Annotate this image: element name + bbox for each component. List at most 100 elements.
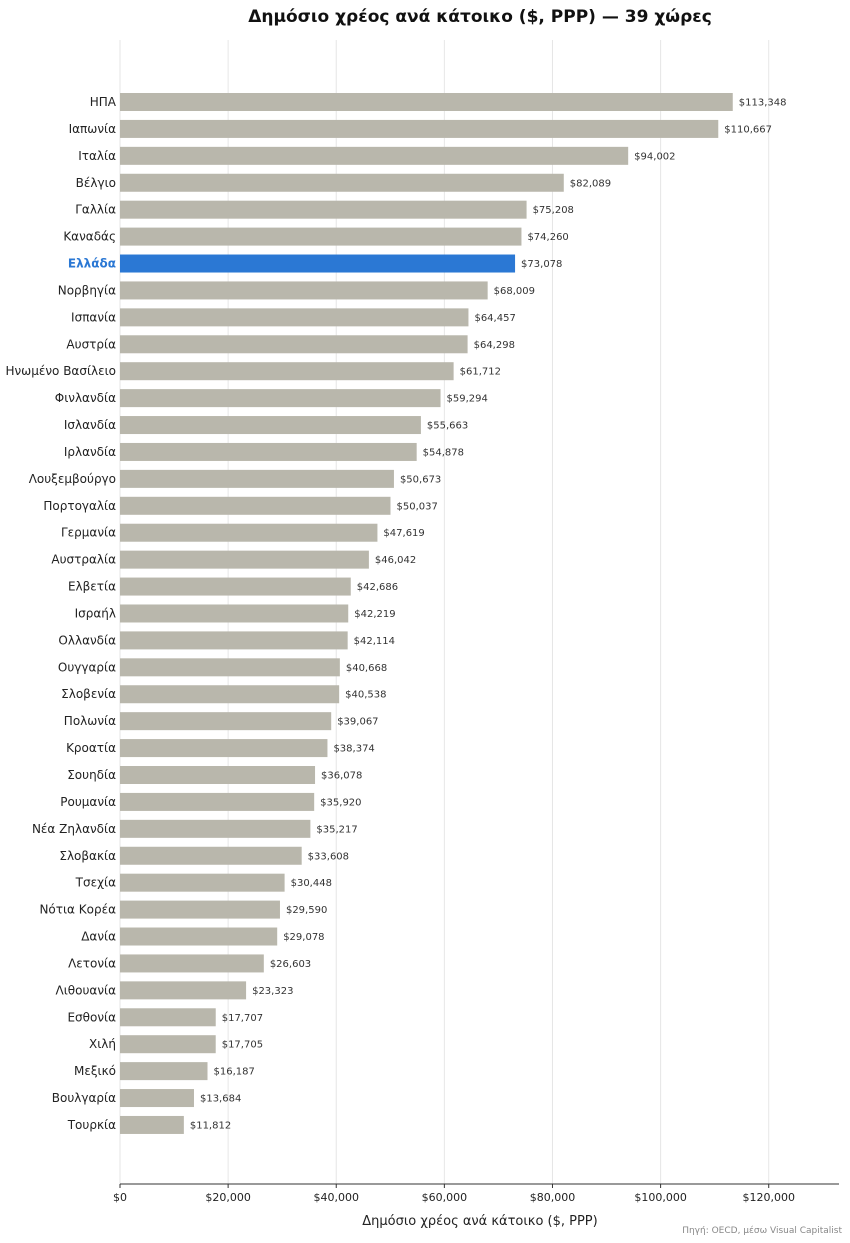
category-label: Τουρκία (67, 1118, 116, 1132)
category-label: Καναδάς (63, 230, 116, 244)
x-tick-label: $60,000 (422, 1191, 468, 1204)
value-label: $59,294 (447, 394, 488, 405)
bar (120, 146, 629, 165)
bar (120, 1115, 184, 1134)
value-label: $16,187 (214, 1067, 255, 1078)
category-label: Δανία (81, 930, 116, 944)
x-axis-label: Δημόσιο χρέος ανά κάτοικο ($, PPP) (362, 1214, 597, 1229)
bar-highlight (120, 254, 516, 273)
bar (120, 766, 316, 784)
category-label: Ιαπωνία (69, 122, 116, 136)
bar (120, 308, 469, 327)
category-label: Αυστρία (66, 337, 116, 351)
value-label: $64,298 (474, 340, 515, 351)
category-label: Ιρλανδία (64, 445, 116, 459)
x-tick-label: $20,000 (205, 1191, 251, 1204)
value-label: $33,608 (308, 851, 349, 862)
value-label: $64,457 (474, 313, 515, 324)
bar (120, 1089, 194, 1108)
value-label: $42,114 (354, 636, 395, 647)
bar (120, 873, 285, 892)
bar (120, 658, 340, 677)
category-label: Ηνωμένο Βασίλειο (5, 364, 116, 378)
value-label: $23,323 (252, 986, 293, 997)
category-label: Ελλάδα (68, 257, 116, 271)
bar (120, 819, 311, 838)
bar (120, 1062, 208, 1081)
category-label: Λουξεμβούργο (29, 472, 116, 486)
value-label: $75,208 (533, 205, 574, 216)
value-label: $50,037 (397, 501, 438, 512)
value-label: $94,002 (634, 151, 675, 162)
category-label: Σλοβακία (59, 849, 116, 863)
bar (120, 416, 421, 435)
category-label: Νορβηγία (58, 283, 116, 297)
category-label: Λιθουανία (56, 983, 117, 997)
category-label: Ισραήλ (75, 606, 116, 620)
value-label: $74,260 (527, 232, 568, 243)
value-label: $82,089 (570, 178, 611, 189)
category-label: Γαλλία (75, 203, 116, 217)
bars (120, 93, 733, 1134)
bar (120, 846, 302, 865)
bar (120, 550, 369, 569)
bar (120, 685, 340, 704)
value-label: $68,009 (494, 286, 535, 297)
value-label: $113,348 (739, 98, 787, 109)
bar (120, 1035, 216, 1054)
bar (120, 631, 348, 650)
x-tick-label: $80,000 (530, 1191, 576, 1204)
value-label: $29,590 (286, 905, 327, 916)
value-label: $36,078 (321, 771, 362, 782)
x-tick-label: $40,000 (313, 1191, 359, 1204)
value-label: $61,712 (460, 367, 501, 378)
category-label: Ισλανδία (64, 418, 116, 432)
bar (120, 389, 441, 408)
category-label: Γερμανία (61, 526, 116, 540)
bar (120, 200, 527, 219)
value-label: $47,619 (383, 528, 424, 539)
category-label: Πολωνία (64, 714, 116, 728)
value-label: $54,878 (423, 447, 464, 458)
bar (120, 523, 378, 542)
category-label: Αυστραλία (51, 553, 116, 567)
bar (120, 281, 488, 300)
category-label: Φινλανδία (55, 391, 116, 405)
bar (120, 792, 315, 811)
x-axis-ticks: $0 $20,000 $40,000 $60,000 $80,000 $100,000 $1… (113, 1184, 795, 1204)
category-label: Σουηδία (67, 768, 116, 782)
bar (120, 496, 391, 515)
value-label: $17,707 (222, 1013, 263, 1024)
category-label: Νέα Ζηλανδία (32, 822, 116, 836)
value-label: $35,920 (320, 797, 361, 808)
category-label: Νότια Κορέα (39, 903, 116, 917)
value-label: $11,812 (190, 1120, 231, 1131)
bar (120, 954, 264, 973)
category-label: Ουγγαρία (58, 660, 116, 674)
value-label: $26,603 (270, 959, 311, 970)
bar (120, 335, 468, 354)
bar (120, 442, 417, 461)
value-label: $46,042 (375, 555, 416, 566)
category-labels: ΗΠΑ Ιαπωνία Ιταλία Βέλγιο Γαλλία Καναδάς Ελλάδ… (5, 95, 116, 1132)
category-label: Ελβετία (68, 580, 116, 594)
bar (120, 712, 332, 731)
chart-title: Δημόσιο χρέος ανά κάτοικο ($, PPP) — 39 … (248, 7, 712, 27)
bar (120, 227, 522, 246)
bar (120, 604, 349, 623)
category-label: Εσθονία (67, 1010, 116, 1024)
category-label: Ιταλία (78, 149, 116, 163)
value-label: $30,448 (291, 878, 332, 889)
category-label: Μεξικό (74, 1064, 116, 1078)
category-label: Βέλγιο (76, 176, 116, 190)
value-label: $40,668 (346, 663, 387, 674)
x-tick-label: $120,000 (742, 1191, 795, 1204)
value-label: $13,684 (200, 1094, 241, 1105)
category-label: Χιλή (89, 1037, 116, 1051)
bar (120, 362, 454, 381)
bar (120, 173, 564, 192)
x-tick-label: $0 (113, 1191, 127, 1204)
value-label: $40,538 (345, 690, 386, 701)
category-label: Ολλανδία (58, 633, 116, 647)
